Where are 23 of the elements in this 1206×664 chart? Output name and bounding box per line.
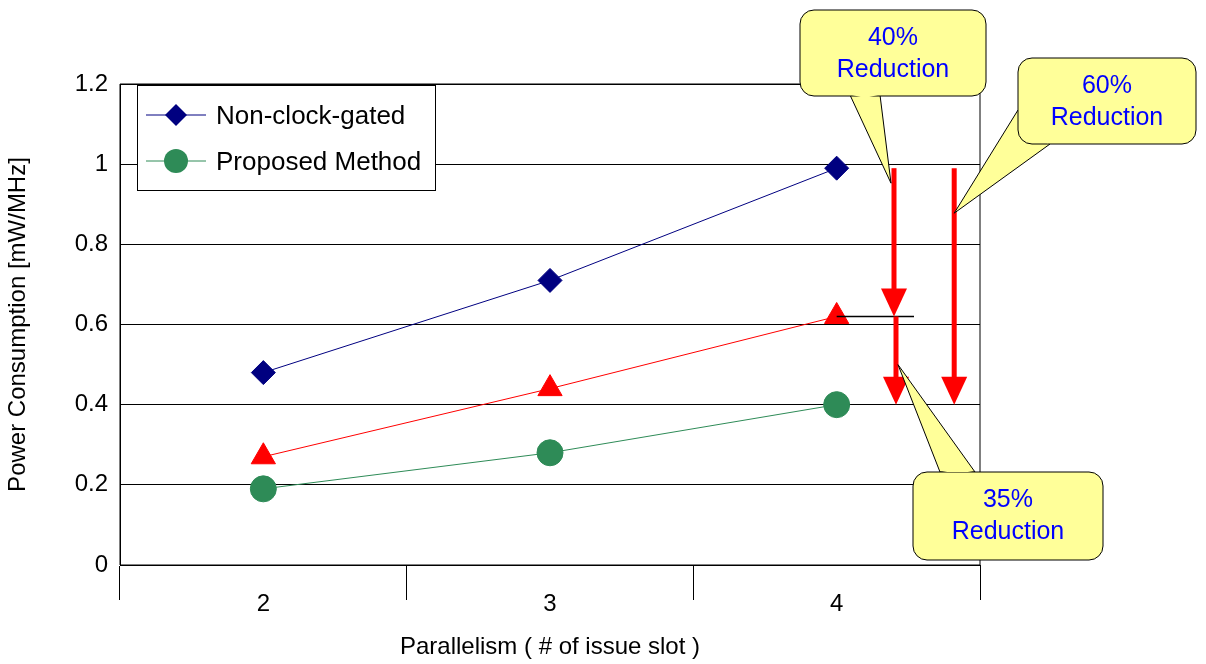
x-tick-label: 3 bbox=[543, 589, 557, 617]
annotation: 35% Reduction bbox=[950, 483, 1066, 546]
y-tick-label: 0.6 bbox=[74, 309, 108, 337]
y-tick-label: 0 bbox=[94, 549, 108, 577]
text: 40% Reduction bbox=[835, 21, 951, 84]
point bbox=[824, 155, 850, 181]
point bbox=[537, 267, 563, 293]
legend-label: Non-clock-gated bbox=[216, 99, 406, 131]
y-tick-label: 0.8 bbox=[74, 228, 108, 256]
y-tick-label: 0.4 bbox=[74, 389, 108, 417]
point bbox=[250, 360, 276, 386]
x-tick-label: 4 bbox=[829, 589, 844, 617]
y-tick-label: 1.2 bbox=[74, 68, 108, 96]
text: 60% Reduction bbox=[1049, 69, 1165, 132]
legend-label: Proposed Method bbox=[216, 145, 422, 177]
x-tick-label: 2 bbox=[256, 589, 271, 617]
point bbox=[536, 439, 564, 467]
y-tick-label: 0.2 bbox=[74, 469, 108, 497]
x-axis-title: Parallelism ( # of issue slot ) bbox=[399, 632, 701, 660]
point bbox=[823, 391, 851, 419]
y-tick-label: 1 bbox=[94, 148, 108, 176]
y-axis-title: Power Consumption [mW/MHz] bbox=[3, 157, 31, 492]
point bbox=[249, 475, 277, 503]
